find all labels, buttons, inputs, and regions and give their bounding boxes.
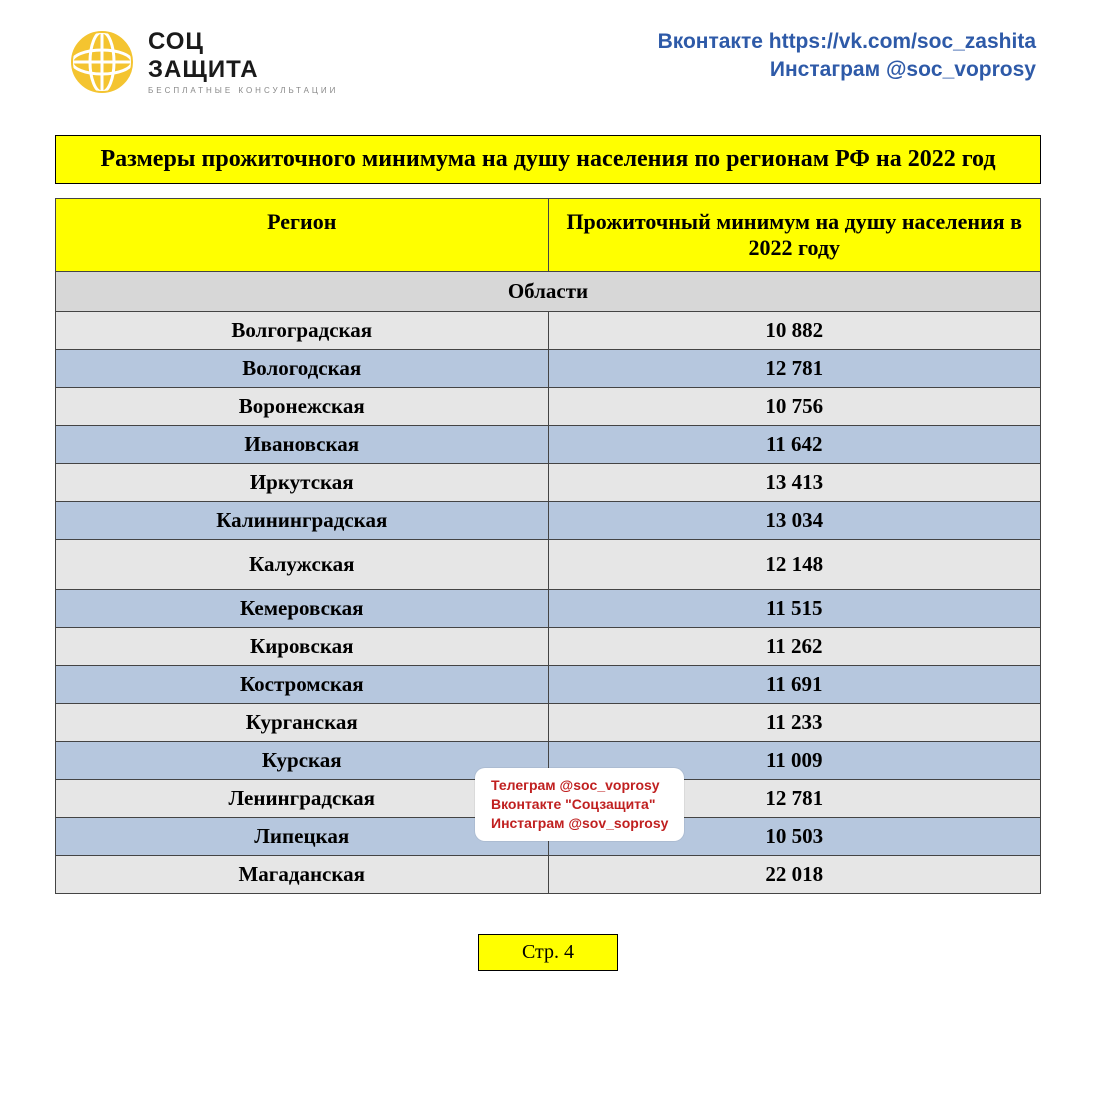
overlay-ig: Инстаграм @sov_soprosy [491,814,668,833]
cell-value: 13 034 [548,502,1041,540]
col-header-region: Регион [56,199,549,272]
cell-value: 10 756 [548,388,1041,426]
header: СОЦ ЗАЩИТА БЕСПЛАТНЫЕ КОНСУЛЬТАЦИИ Вконт… [0,0,1096,105]
cell-value: 11 515 [548,590,1041,628]
section-row: Области [56,272,1041,312]
table-wrap: СОЦ ЗАЩИТА Регион Прожиточный минимум на… [55,198,1041,894]
page-number: Стр. 4 [478,934,618,971]
logo-sub: БЕСПЛАТНЫЕ КОНСУЛЬТАЦИИ [148,86,338,95]
table-row: Калининградская13 034 [56,502,1041,540]
cell-region: Магаданская [56,856,549,894]
cell-value: 10 882 [548,312,1041,350]
cell-region: Воронежская [56,388,549,426]
table-row: Вологодская12 781 [56,350,1041,388]
overlay-telegram: Телеграм @soc_voprosy [491,776,668,795]
social-ig[interactable]: Инстаграм @soc_voprosy [658,56,1036,84]
cell-value: 12 781 [548,350,1041,388]
cell-value: 11 642 [548,426,1041,464]
cell-value: 13 413 [548,464,1041,502]
cell-region: Курганская [56,704,549,742]
table-row: Костромская11 691 [56,666,1041,704]
table-row: Кемеровская11 515 [56,590,1041,628]
cell-region: Кемеровская [56,590,549,628]
section-label: Области [56,272,1041,312]
cell-region: Курская [56,742,549,780]
cell-value: 11 262 [548,628,1041,666]
col-header-value: Прожиточный минимум на душу населения в … [548,199,1041,272]
table-row: Ивановская11 642 [56,426,1041,464]
table-row: Курганская11 233 [56,704,1041,742]
logo-block: СОЦ ЗАЩИТА БЕСПЛАТНЫЕ КОНСУЛЬТАЦИИ [70,28,338,95]
cell-region: Калининградская [56,502,549,540]
social-vk[interactable]: Вконтакте https://vk.com/soc_zashita [658,28,1036,56]
cell-region: Калужская [56,540,549,590]
table-row: Иркутская13 413 [56,464,1041,502]
table-row: Калужская12 148 [56,540,1041,590]
cell-value: 12 148 [548,540,1041,590]
logo-line1: СОЦ [148,28,338,56]
social-links: Вконтакте https://vk.com/soc_zashita Инс… [658,28,1036,85]
page-title: Размеры прожиточного минимума на душу на… [55,135,1041,184]
overlay-vk: Вконтакте "Соцзащита" [491,795,668,814]
cell-region: Ивановская [56,426,549,464]
cell-region: Волгоградская [56,312,549,350]
overlay-credits: Телеграм @soc_voprosy Вконтакте "Соцзащи… [475,768,684,841]
cell-value: 11 691 [548,666,1041,704]
table-row: Магаданская22 018 [56,856,1041,894]
table-row: Воронежская10 756 [56,388,1041,426]
table-row: Волгоградская10 882 [56,312,1041,350]
cell-region: Вологодская [56,350,549,388]
globe-icon [70,30,134,94]
cell-value: 22 018 [548,856,1041,894]
table-row: Кировская11 262 [56,628,1041,666]
cell-region: Иркутская [56,464,549,502]
cell-value: 11 233 [548,704,1041,742]
cell-region: Кировская [56,628,549,666]
cell-region: Костромская [56,666,549,704]
logo-line2: ЗАЩИТА [148,56,338,84]
